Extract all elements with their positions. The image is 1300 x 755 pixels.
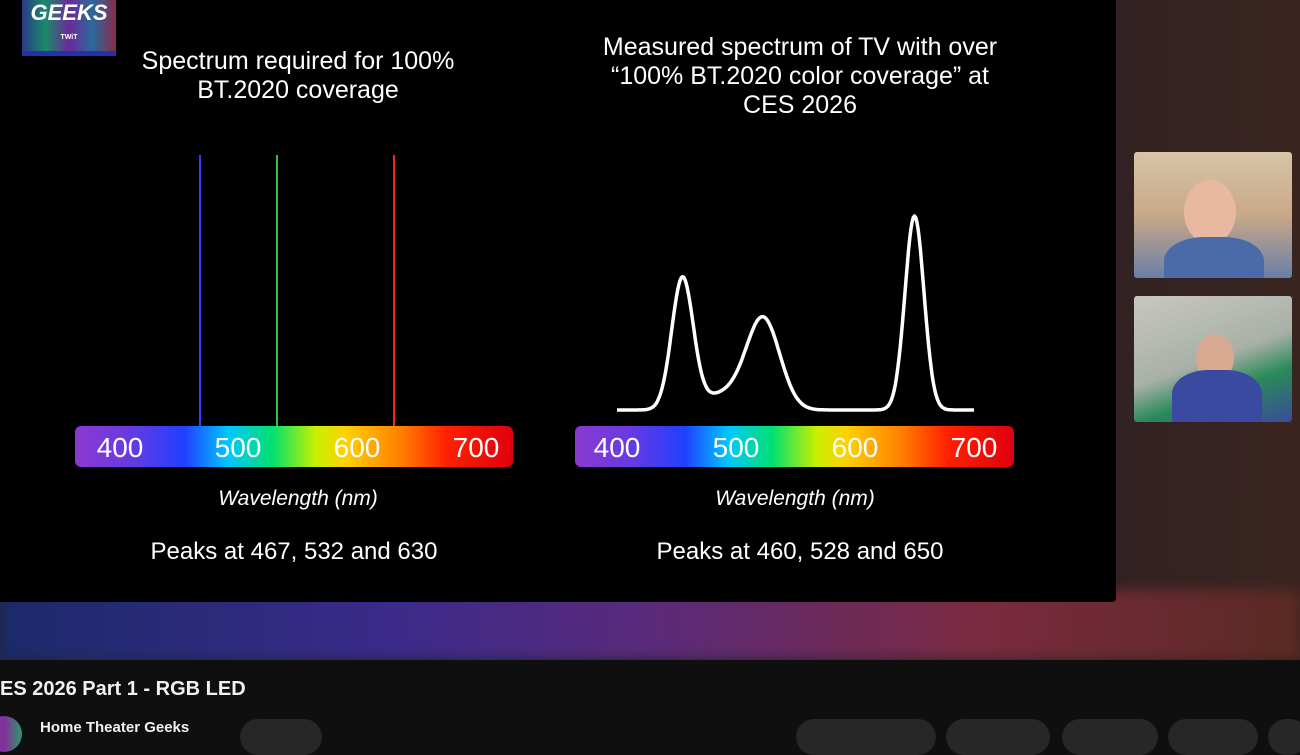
right-title-line: Measured spectrum of TV with over — [602, 33, 998, 61]
measured-spectrum-curve — [616, 214, 975, 412]
video-title: ES 2026 Part 1 - RGB LED — [0, 678, 246, 700]
left-wavelength-bar: 400 500 600 700 — [75, 426, 513, 467]
logo-text: GEEKS — [30, 0, 108, 25]
right-title-line: CES 2026 — [743, 91, 857, 119]
right-x-axis-label: Wavelength (nm) — [715, 487, 875, 510]
channel-avatar[interactable] — [0, 716, 22, 752]
right-title-line: “100% BT.2020 color coverage” at — [611, 62, 989, 90]
more-button[interactable] — [1268, 719, 1300, 755]
spectrum-line-630 — [392, 155, 395, 426]
video-player[interactable]: GEEKS TWiT Spectrum required for 100% BT… — [0, 0, 1300, 660]
webcam-host-2 — [1134, 296, 1292, 422]
shirt — [1164, 237, 1264, 278]
join-button[interactable] — [240, 719, 322, 755]
left-peaks-text: Peaks at 467, 532 and 630 — [150, 538, 438, 565]
left-x-axis-label: Wavelength (nm) — [218, 487, 378, 510]
tick-label: 600 — [333, 432, 381, 463]
tick-label: 700 — [452, 432, 500, 463]
show-logo: GEEKS TWiT — [22, 0, 116, 56]
tick-label: 600 — [831, 432, 879, 463]
logo-sub: TWiT — [60, 34, 78, 41]
share-button[interactable] — [946, 719, 1050, 755]
tick-label: 700 — [950, 432, 998, 463]
tick-label: 500 — [712, 432, 760, 463]
channel-name[interactable]: Home Theater Geeks — [40, 719, 190, 736]
left-title-line: Spectrum required for 100% — [141, 47, 455, 75]
measured-spectrum-chart — [616, 214, 975, 412]
like-dislike-button[interactable] — [796, 719, 936, 755]
right-chart-title: Measured spectrum of TV with over “100% … — [560, 33, 1040, 120]
tick-label: 500 — [214, 432, 262, 463]
tick-label: 400 — [96, 432, 144, 463]
person — [1184, 180, 1236, 244]
webcam-host-1 — [1134, 152, 1292, 278]
left-title-line: BT.2020 coverage — [197, 76, 399, 104]
left-chart-title: Spectrum required for 100% BT.2020 cover… — [78, 47, 518, 105]
right-wavelength-bar: 400 500 600 700 — [575, 426, 1014, 467]
tick-label: 400 — [593, 432, 641, 463]
shirt — [1172, 370, 1262, 422]
spectrum-line-532 — [276, 155, 279, 426]
presentation-slide: GEEKS TWiT Spectrum required for 100% BT… — [0, 0, 1116, 602]
spectrum-line-467 — [198, 155, 201, 426]
clip-button[interactable] — [1168, 719, 1258, 755]
right-peaks-text: Peaks at 460, 528 and 650 — [656, 538, 944, 565]
save-button[interactable] — [1062, 719, 1158, 755]
